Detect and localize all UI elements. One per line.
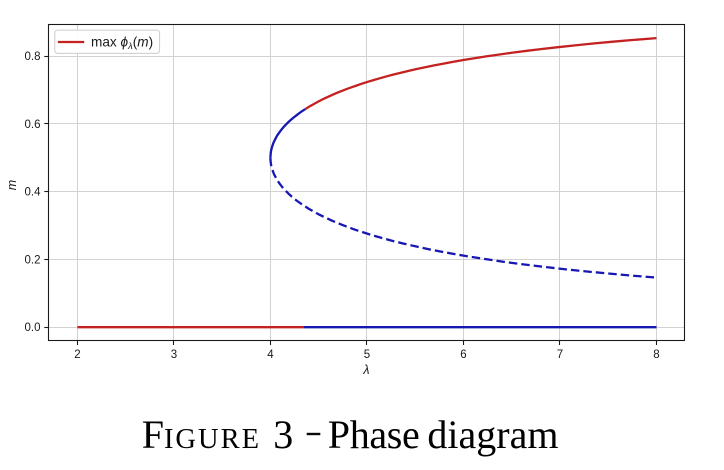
- svg-text:max ϕλ(m): max ϕλ(m): [91, 34, 153, 52]
- svg-text:λ: λ: [362, 363, 369, 377]
- svg-text:8: 8: [653, 349, 659, 361]
- svg-text:0.4: 0.4: [25, 187, 42, 199]
- svg-text:3: 3: [171, 349, 177, 361]
- svg-text:4: 4: [267, 349, 274, 361]
- svg-text:7: 7: [557, 349, 563, 361]
- svg-text:3: 3: [273, 412, 293, 457]
- svg-text:0.2: 0.2: [25, 255, 41, 267]
- svg-text:0.0: 0.0: [25, 322, 41, 334]
- svg-text:6: 6: [460, 349, 466, 361]
- svg-text:0.8: 0.8: [25, 51, 41, 63]
- svg-text:2: 2: [74, 349, 80, 361]
- svg-text:Phase: Phase: [328, 412, 420, 457]
- svg-text:diagram: diagram: [427, 412, 558, 457]
- svg-text:0.6: 0.6: [25, 119, 41, 131]
- svg-text:5: 5: [364, 349, 370, 361]
- svg-text:m: m: [5, 180, 19, 190]
